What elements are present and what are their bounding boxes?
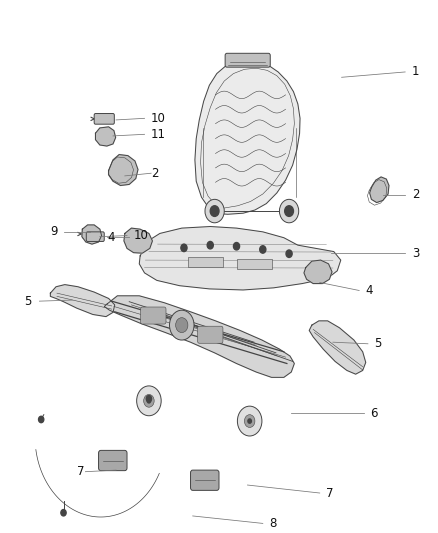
Polygon shape <box>309 321 366 374</box>
FancyBboxPatch shape <box>225 53 270 67</box>
Text: 7: 7 <box>326 487 334 499</box>
Polygon shape <box>195 60 300 214</box>
Circle shape <box>137 386 161 416</box>
Text: 4: 4 <box>366 284 373 297</box>
FancyBboxPatch shape <box>86 232 104 241</box>
Circle shape <box>144 394 154 407</box>
Circle shape <box>146 395 152 402</box>
Circle shape <box>279 199 299 223</box>
Polygon shape <box>104 296 294 377</box>
Text: 5: 5 <box>374 337 382 350</box>
Circle shape <box>147 399 151 403</box>
Circle shape <box>285 206 293 216</box>
Text: 2: 2 <box>151 167 159 180</box>
Circle shape <box>244 415 255 427</box>
Text: 1: 1 <box>412 66 419 78</box>
Text: 9: 9 <box>50 225 58 238</box>
Text: 3: 3 <box>412 247 419 260</box>
Polygon shape <box>370 177 389 203</box>
Text: 5: 5 <box>24 295 32 308</box>
FancyBboxPatch shape <box>191 470 219 490</box>
Circle shape <box>61 510 66 516</box>
Circle shape <box>207 241 213 249</box>
Circle shape <box>233 243 240 250</box>
Polygon shape <box>82 225 102 244</box>
Text: 8: 8 <box>269 517 277 530</box>
Polygon shape <box>124 228 152 253</box>
Circle shape <box>248 419 251 423</box>
Circle shape <box>210 206 219 216</box>
Circle shape <box>260 246 266 253</box>
FancyBboxPatch shape <box>141 307 166 324</box>
Text: 10: 10 <box>134 229 148 242</box>
FancyBboxPatch shape <box>198 326 223 343</box>
Circle shape <box>181 244 187 252</box>
Bar <box>237 259 272 269</box>
Text: 11: 11 <box>151 128 166 141</box>
Circle shape <box>170 310 194 340</box>
Polygon shape <box>109 155 138 185</box>
Polygon shape <box>50 285 115 317</box>
Polygon shape <box>139 227 341 290</box>
Circle shape <box>39 416 44 423</box>
Circle shape <box>205 199 224 223</box>
Text: 6: 6 <box>370 407 378 419</box>
Text: 7: 7 <box>77 465 84 478</box>
Polygon shape <box>95 127 116 146</box>
FancyBboxPatch shape <box>99 450 127 471</box>
Text: 10: 10 <box>151 112 166 125</box>
Polygon shape <box>304 260 332 284</box>
Text: 2: 2 <box>412 188 419 201</box>
Circle shape <box>286 250 292 257</box>
Circle shape <box>237 406 262 436</box>
Bar <box>188 257 223 266</box>
Circle shape <box>176 318 188 333</box>
FancyBboxPatch shape <box>94 114 114 124</box>
Text: 4: 4 <box>107 231 115 244</box>
